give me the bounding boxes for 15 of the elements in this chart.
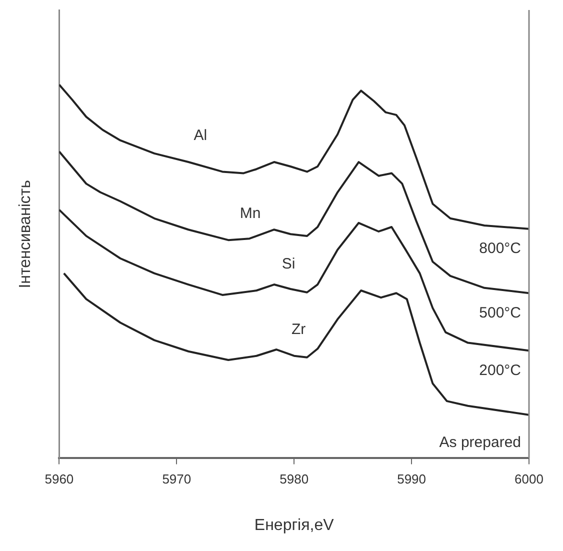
x-tick-label: 5970 [162, 472, 192, 487]
annotation: 500°C [479, 304, 522, 322]
x-tick-label: 5980 [280, 472, 309, 487]
annotation: 200°C [479, 362, 522, 379]
series-label: Mn [240, 205, 261, 222]
annotation: As prepared [439, 434, 521, 452]
annotation: 800°C [479, 240, 522, 258]
x-axis-title: Енергія,eV [254, 516, 334, 534]
x-tick-label: 6000 [514, 472, 544, 487]
series-label: Si [282, 256, 296, 273]
x-tick-label: 5990 [397, 472, 426, 487]
x-tick-label: 5960 [44, 472, 74, 487]
series-label: Al [194, 127, 208, 144]
y-axis-title: Інтенсиваність [17, 180, 34, 288]
series-label: Zr [291, 321, 306, 338]
